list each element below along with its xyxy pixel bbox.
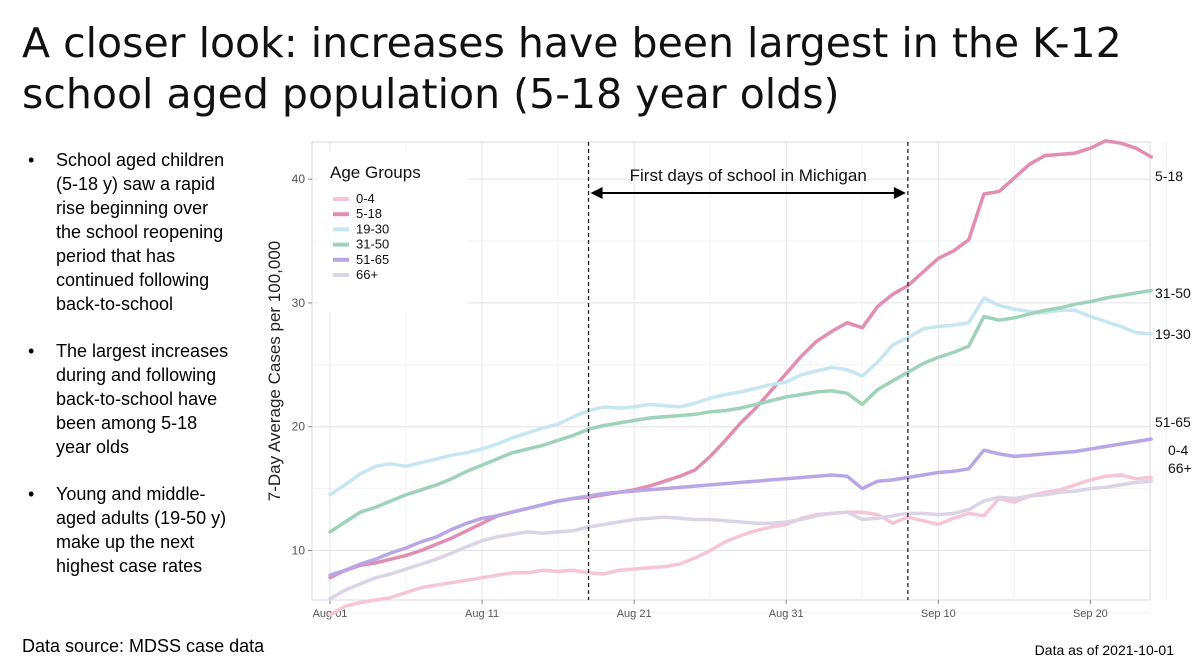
legend-box: [318, 152, 468, 312]
bullet-text-line: been among 5-18: [56, 413, 198, 433]
annotation-arrow-left-head: [590, 187, 603, 199]
series-line-5-18: [328, 139, 1153, 580]
legend-label: 66+: [356, 267, 378, 282]
bullet-dot: •: [28, 341, 35, 361]
bullet-list: • School aged children (5-18 y) saw a rapi…: [22, 148, 254, 601]
legend-label: 51-65: [356, 252, 389, 267]
x-tick-label: Aug 31: [769, 608, 804, 620]
bullet-text-line: period that has: [56, 246, 176, 266]
series-end-label: 66+: [1168, 460, 1192, 476]
bullet-text-line: aged adults (19-50 y): [56, 508, 227, 528]
legend-label: 0-4: [356, 191, 375, 206]
x-tick-label: Sep 10: [921, 608, 956, 620]
bullet-item: • The largest increases during and followi…: [22, 339, 254, 459]
legend-label: 31-50: [356, 237, 389, 252]
bullet-text-line: the school reopening: [56, 222, 224, 242]
y-tick-label: 20: [292, 420, 306, 434]
series-line-51-65: [328, 437, 1153, 577]
y-axis-label: 7-Day Average Cases per 100,000: [265, 241, 284, 502]
bullet-item: • Young and middle-aged adults (19-50 y) m…: [22, 482, 254, 578]
annotation-text: First days of school in Michigan: [630, 166, 867, 185]
bullet-text-line: year olds: [56, 437, 130, 457]
series-end-label: 31-50: [1155, 285, 1191, 301]
legend-label: 19-30: [356, 221, 389, 236]
bullet-text-line: back-to-school have: [56, 389, 218, 409]
y-tick-label: 10: [292, 543, 306, 557]
slide-title-line2: school aged population (5-18 year olds): [22, 70, 840, 118]
bullet-item: • School aged children (5-18 y) saw a rapi…: [22, 148, 254, 316]
bullet-text-line: rise beginning over: [56, 198, 209, 218]
bullet-text-line: during and following: [56, 365, 217, 385]
legend-title: Age Groups: [330, 163, 421, 182]
slide-title-line1: A closer look: increases have been large…: [22, 19, 1122, 67]
x-tick-label: Aug 21: [617, 608, 652, 620]
y-tick-label: 40: [292, 172, 306, 186]
data-source-note: Data source: MDSS case data: [22, 636, 265, 656]
x-tick-label: Aug 11: [465, 608, 499, 620]
data-as-of-note: Data as of 2021-10-01: [1034, 642, 1174, 658]
x-tick-label: Sep 20: [1073, 608, 1108, 620]
series-line-0-4: [328, 473, 1153, 617]
slide-title: A closer look: increases have been large…: [22, 18, 1182, 120]
bullet-text-line: Young and middle-: [56, 484, 206, 504]
series-line-19-30: [328, 296, 1153, 497]
series-end-label: 5-18: [1155, 168, 1183, 184]
series-end-label: 0-4: [1168, 442, 1188, 458]
series-end-label: 51-65: [1155, 414, 1191, 430]
bullet-dot: •: [28, 484, 35, 504]
bullet-dot: •: [28, 150, 35, 170]
bullet-text-line: back-to-school: [56, 294, 174, 314]
bullet-text-line: continued following: [56, 270, 210, 290]
bullet-text-line: make up the next: [56, 532, 195, 552]
series-line-31-50: [328, 288, 1153, 534]
legend-label: 5-18: [356, 206, 382, 221]
bullet-text-line: (5-18 y) saw a rapid: [56, 174, 216, 194]
bullet-text-line: School aged children: [56, 150, 225, 170]
bullet-text-line: The largest increases: [56, 341, 229, 361]
series-line-66+: [328, 479, 1153, 601]
series-end-label: 19-30: [1155, 326, 1191, 342]
y-tick-label: 30: [292, 296, 306, 310]
annotation-arrow-right-head: [893, 187, 906, 199]
bullet-text-line: highest case rates: [56, 556, 203, 576]
